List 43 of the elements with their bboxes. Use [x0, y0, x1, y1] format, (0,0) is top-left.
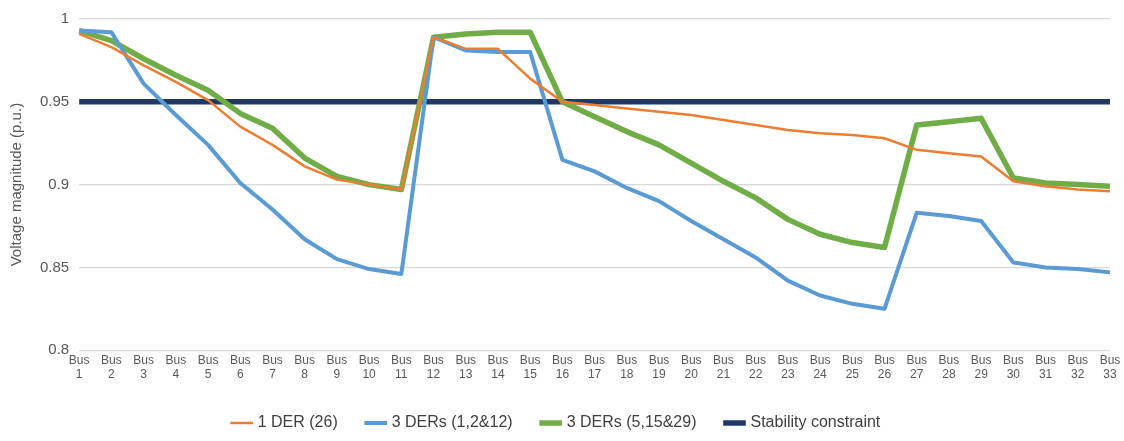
y-axis-title: Voltage magnitude (p.u.): [7, 102, 25, 267]
y-tick-label: 0.85: [39, 257, 70, 275]
x-tick-label: Bus 8: [294, 352, 316, 382]
y-tick-label: 0.8: [48, 340, 70, 358]
x-tick-label: Bus 13: [455, 352, 477, 382]
x-tick-label: Bus 24: [809, 352, 831, 382]
y-tick-label: 0.95: [39, 91, 70, 109]
x-tick-label: Bus 7: [262, 352, 283, 382]
x-tick-label: Bus 1: [68, 352, 90, 382]
x-tick-label: Bus 32: [1067, 352, 1089, 382]
x-tick-label: Bus 22: [745, 352, 766, 382]
legend-label: 3 DERs (1,2&12): [391, 413, 513, 431]
x-tick-label: Bus 16: [552, 352, 573, 382]
x-tick-label: Bus 26: [874, 352, 895, 382]
x-tick-label: Bus 12: [423, 352, 444, 382]
x-tick-label: Bus 27: [906, 352, 928, 382]
x-tick-label: Bus 23: [777, 352, 799, 382]
x-tick-label: Bus 5: [197, 352, 219, 382]
x-tick-label: Bus 11: [390, 352, 412, 382]
legend-label: 3 DERs (5,15&29): [566, 413, 697, 431]
x-tick-label: Bus 17: [584, 352, 605, 382]
x-tick-label: Bus 28: [938, 352, 960, 382]
x-tick-label: Bus 31: [1035, 352, 1056, 382]
x-tick-label: Bus 3: [133, 352, 154, 382]
x-tick-label: Bus 4: [165, 352, 187, 382]
x-tick-label: Bus 18: [616, 352, 638, 382]
x-tick-label: Bus 29: [970, 352, 992, 382]
x-tick-label: Bus 2: [101, 352, 122, 382]
x-tick-label: Bus 15: [519, 352, 541, 382]
legend-label: 1 DER (26): [257, 413, 338, 431]
x-tick-label: Bus 10: [358, 352, 380, 382]
x-tick-label: Bus 9: [326, 352, 348, 382]
x-tick-label: Bus 14: [487, 352, 509, 382]
x-tick-label: Bus 6: [229, 352, 251, 382]
x-tick-label: Bus 25: [841, 352, 863, 382]
x-tick-label: Bus 21: [713, 352, 734, 382]
x-tick-label: Bus 33: [1099, 352, 1121, 382]
legend-label: Stability constraint: [750, 413, 881, 431]
x-tick-label: Bus 30: [1003, 352, 1024, 382]
x-tick-label: Bus 19: [648, 352, 670, 382]
x-tick-label: Bus 20: [680, 352, 702, 382]
y-tick-label: 0.9: [48, 174, 70, 192]
y-tick-label: 1: [60, 9, 70, 27]
